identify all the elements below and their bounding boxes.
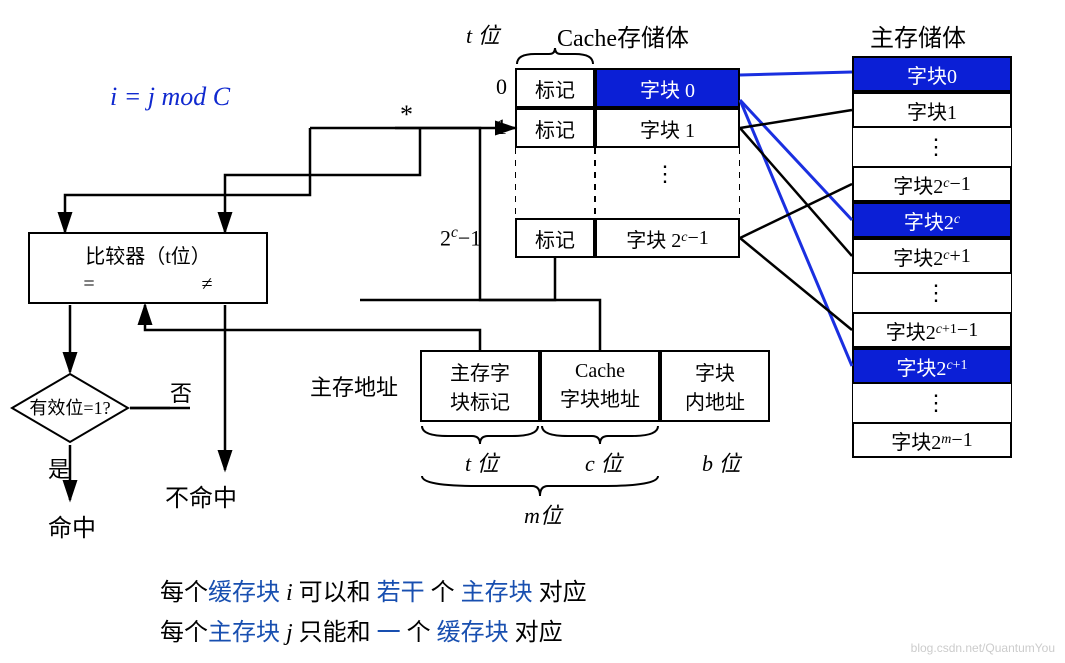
hit-label: 命中: [48, 508, 96, 543]
diagram-canvas: t 位 Cache存储体 主存储体 i = j mod C 0 标记 字块 0 …: [0, 0, 1065, 663]
comparator-box: 比较器（t位） = ≠: [28, 232, 268, 304]
brace-t: [420, 424, 540, 446]
brace-c: [540, 424, 660, 446]
addr-field-tag: 主存字 块标记: [420, 350, 540, 422]
addr-label: 主存地址: [310, 370, 398, 402]
addr-field-cache: Cache 字块地址: [540, 350, 660, 422]
brace-m: [420, 474, 660, 498]
addr-f3b: 内地址: [685, 386, 745, 415]
addr-f1a: 主存字: [450, 357, 510, 386]
addr-f2b: 字块地址: [560, 383, 640, 412]
addr-f2a: Cache: [575, 360, 625, 383]
m-bits-label: m位: [524, 498, 562, 530]
addr-field-offset: 字块 内地址: [660, 350, 770, 422]
watermark: blog.csdn.net/QuantumYou: [911, 641, 1055, 655]
comparator-neq: ≠: [202, 273, 213, 296]
miss-label: 不命中: [165, 478, 237, 513]
valid-bit-diamond: 有效位=1?: [10, 372, 130, 442]
bottom-line-2: 每个主存块 j 只能和 一 个 缓存块 对应: [160, 612, 563, 647]
yes-label: 是: [48, 452, 70, 484]
b-bits-label: b 位: [702, 446, 741, 478]
addr-f3a: 字块: [695, 357, 735, 386]
addr-f1b: 块标记: [450, 386, 510, 415]
comparator-title: 比较器（t位）: [85, 240, 211, 269]
comparator-eq: =: [83, 273, 94, 296]
valid-bit-text: 有效位=1?: [10, 372, 130, 442]
no-label: 否: [170, 376, 192, 408]
bottom-line-1: 每个缓存块 i 可以和 若干 个 主存块 对应: [160, 572, 587, 607]
